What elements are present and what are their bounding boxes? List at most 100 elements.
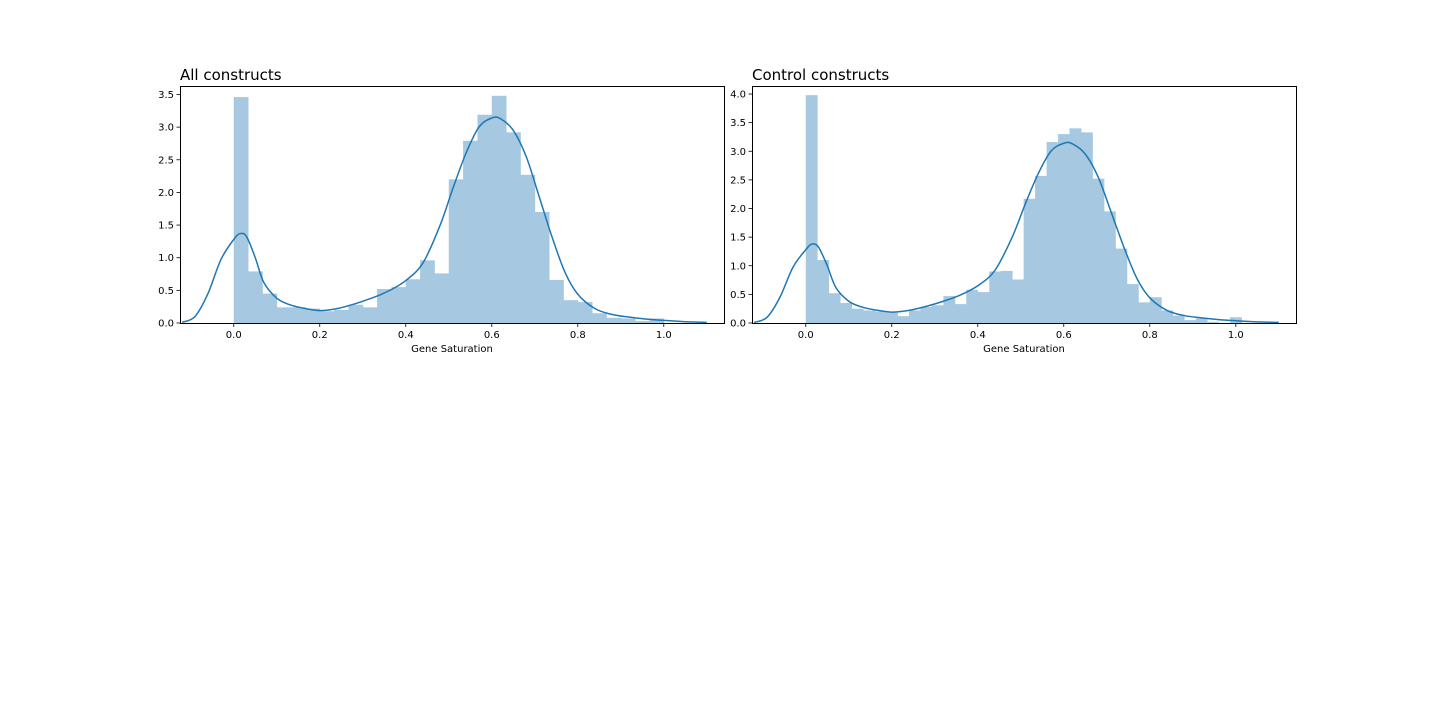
x-tick-label: 0.8: [570, 330, 586, 341]
histogram-bar: [1207, 321, 1219, 323]
x-tick-label: 0.4: [970, 330, 986, 341]
histogram-bar: [817, 260, 830, 323]
panel-title: Control constructs: [752, 66, 889, 84]
axes-frame: [180, 86, 725, 324]
x-tick-label: 0.6: [1056, 330, 1072, 341]
y-tick-label: 2.5: [730, 175, 746, 186]
x-tick-label: 0.4: [398, 330, 414, 341]
y-tick-label: 0.5: [730, 290, 746, 301]
panel-all-constructs: All constructs 0.0 0.2 0.4 0.6 0.8 1.0 0.0 0.5…: [158, 66, 725, 355]
histogram-bars: [805, 95, 1242, 323]
histogram-bar: [1000, 270, 1013, 323]
y-tick-label: 0.0: [730, 319, 746, 330]
x-tick-label: 0.8: [1142, 330, 1158, 341]
histogram-bar: [405, 279, 421, 323]
histogram-bar: [840, 302, 853, 323]
y-axis-ticks: 0.0 0.5 1.0 1.5 2.0 2.5 3.0 3.5: [158, 90, 181, 330]
x-axis-label: Gene Saturation: [411, 344, 493, 355]
histogram-bar: [1092, 178, 1105, 323]
histogram-bar: [248, 271, 263, 323]
histogram-bar: [1184, 320, 1197, 323]
histogram-bar: [620, 318, 636, 323]
histogram-bar: [1161, 310, 1174, 323]
y-tick-label: 2.0: [730, 204, 746, 215]
y-axis-ticks: 0.0 0.5 1.0 1.5 2.0 2.5 3.0 3.5 4.0: [730, 90, 753, 330]
histogram-bar: [1103, 211, 1116, 323]
histogram-bar: [908, 310, 921, 323]
histogram-bar: [635, 321, 650, 323]
histogram-bar: [1149, 297, 1162, 323]
x-tick-label: 0.2: [312, 330, 328, 341]
histogram-bar: [897, 316, 910, 323]
histogram-bar: [319, 311, 335, 323]
y-tick-label: 3.0: [158, 123, 174, 134]
histogram-bar: [1138, 302, 1151, 323]
histogram-bar: [391, 287, 407, 323]
histogram-bar: [1058, 134, 1070, 323]
y-tick-label: 3.5: [730, 118, 746, 129]
x-axis-ticks: 0.0 0.2 0.4 0.6 0.8 1.0: [798, 323, 1244, 341]
histogram-bar: [262, 293, 278, 323]
kde-curve: [753, 141, 1279, 324]
axes-frame: [752, 86, 1297, 324]
y-tick-label: 3.0: [730, 147, 746, 158]
histogram-bar: [362, 307, 378, 323]
x-axis-ticks: 0.0 0.2 0.4 0.6 0.8 1.0: [226, 323, 672, 341]
histogram-bar: [1069, 128, 1082, 323]
y-tick-label: 4.0: [730, 90, 746, 101]
panel-control-constructs: Control constructs 0.0 0.2 0.4 0.6 0.8 1.0 0.…: [730, 66, 1297, 355]
histogram-bar: [434, 273, 450, 323]
y-tick-label: 1.0: [730, 261, 746, 272]
histogram-bar: [828, 293, 841, 323]
x-axis-label: Gene Saturation: [983, 344, 1065, 355]
histogram-bar: [1195, 318, 1208, 323]
x-tick-label: 0.2: [884, 330, 900, 341]
histogram-bar: [477, 114, 493, 323]
histogram-bar: [377, 289, 392, 323]
histogram-bar: [954, 304, 967, 323]
y-tick-label: 2.0: [158, 188, 174, 199]
histogram-bar: [1115, 248, 1128, 323]
histogram-bar: [920, 306, 933, 323]
x-tick-label: 0.6: [484, 330, 500, 341]
histogram-bar: [977, 292, 990, 323]
histogram-bar: [649, 318, 665, 323]
kde-curve: [181, 116, 707, 324]
histogram-bar: [563, 300, 579, 323]
histogram-bar: [886, 312, 898, 323]
histogram-bar: [989, 271, 1002, 323]
histogram-bar: [348, 304, 364, 323]
histogram-bar: [592, 313, 607, 323]
histogram-bar: [1012, 279, 1025, 323]
histogram-bar: [549, 279, 564, 323]
histogram-bar: [805, 95, 818, 323]
y-tick-label: 0.5: [158, 286, 174, 297]
histogram-bar: [577, 302, 593, 323]
histogram-bar: [534, 212, 550, 323]
histogram-bar: [863, 310, 875, 323]
histogram-bar: [851, 308, 864, 323]
y-tick-label: 1.0: [158, 253, 174, 264]
y-tick-label: 1.5: [158, 221, 174, 232]
histogram-bar: [1126, 284, 1139, 323]
x-tick-label: 0.0: [226, 330, 242, 341]
histogram-bar: [606, 317, 622, 323]
histogram-bar: [943, 296, 956, 323]
x-tick-label: 1.0: [656, 330, 672, 341]
histogram-bar: [931, 305, 944, 323]
histogram-bar: [966, 289, 979, 323]
histogram-bar: [420, 260, 435, 323]
histogram-bar: [334, 309, 349, 323]
histogram-bar: [305, 308, 321, 323]
histogram-bar: [874, 311, 887, 323]
y-tick-label: 1.5: [730, 233, 746, 244]
x-tick-label: 1.0: [1228, 330, 1244, 341]
y-tick-label: 3.5: [158, 90, 174, 101]
histogram-bar: [506, 132, 521, 323]
histogram-bar: [520, 174, 536, 323]
histogram-bar: [1172, 315, 1185, 323]
histogram-bar: [448, 179, 464, 323]
histogram-bar: [291, 307, 306, 323]
x-tick-label: 0.0: [798, 330, 814, 341]
